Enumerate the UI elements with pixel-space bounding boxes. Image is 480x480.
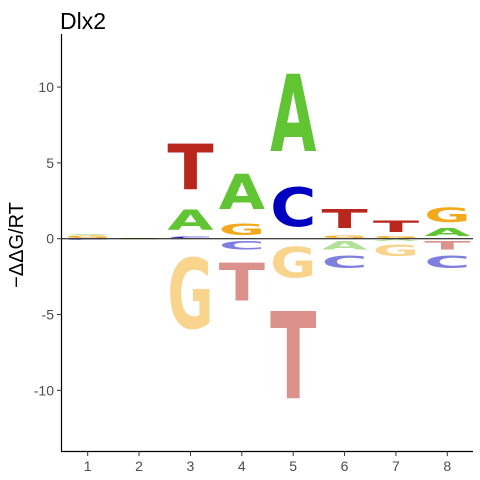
chart-title: Dlx2 (60, 8, 106, 34)
logo-letter-a-pos-7: A (373, 239, 420, 242)
y-tick-label: 0 (46, 231, 54, 247)
logo-letter-g-pos-7: G (373, 236, 419, 239)
x-tick-label: 6 (341, 458, 349, 474)
logo-letter-a-pos-2: A (116, 238, 163, 239)
y-tick-label: -5 (42, 307, 55, 323)
y-tick-label: 10 (38, 79, 54, 95)
logo-letter-a-pos-6: A (321, 239, 368, 253)
logo-letter-a-pos-1: A (65, 234, 112, 235)
logo-letter-g-pos-6: G (321, 234, 367, 238)
logo-letter-c-pos-3: C (167, 236, 213, 238)
x-tick-label: 5 (289, 458, 297, 474)
logo-letter-t-pos-5: T (270, 287, 316, 426)
logo-letter-t-pos-4: T (219, 253, 265, 313)
logo-letter-t-pos-6: T (321, 204, 367, 234)
logo-letter-t-pos-7: T (373, 217, 420, 235)
logo-letter-g-pos-1: G (65, 235, 111, 239)
logo-letter-g-pos-4: G (219, 221, 265, 239)
y-tick-label: 5 (46, 155, 54, 171)
logo-letter-c-pos-8: C (424, 252, 470, 272)
logo-letter-a-pos-5: A (270, 54, 316, 177)
logo-letter-g-pos-5: G (270, 239, 316, 288)
x-tick-label: 7 (392, 458, 400, 474)
logo-letter-a-pos-3: A (167, 204, 213, 236)
logo-letter-a-pos-4: A (219, 165, 265, 221)
y-axis-title: −ΔΔG/RT (6, 202, 28, 288)
logo-letter-g-pos-2: G (116, 239, 162, 240)
logo-letter-g-pos-3: G (167, 239, 213, 351)
logo-letter-c-pos-6: C (321, 252, 367, 272)
logo-letter-a-pos-8: A (424, 227, 470, 239)
x-tick-label: 8 (443, 458, 451, 474)
logo-letter-c-pos-4: C (219, 239, 265, 253)
x-tick-label: 4 (238, 458, 246, 474)
logo-letter-t-pos-8: T (424, 239, 470, 252)
logo-letter-g-pos-8: G (424, 204, 470, 227)
x-tick-label: 3 (187, 458, 195, 474)
y-ticks-layer: 10 5 0 -5 -10 (34, 79, 62, 398)
x-tick-label: 2 (135, 458, 143, 474)
y-tick-label: -10 (34, 382, 54, 398)
axes-layer (60, 34, 473, 453)
logo-letter-g-pos-7: G (373, 242, 419, 260)
x-ticks-layer: 1 2 3 4 5 6 7 8 (84, 451, 451, 474)
logo-letter-c-pos-5: C (270, 177, 316, 239)
x-tick-label: 1 (84, 458, 92, 474)
logo-letter-t-pos-3: T (167, 132, 214, 204)
logo-letter-c-pos-1: C (65, 239, 111, 241)
